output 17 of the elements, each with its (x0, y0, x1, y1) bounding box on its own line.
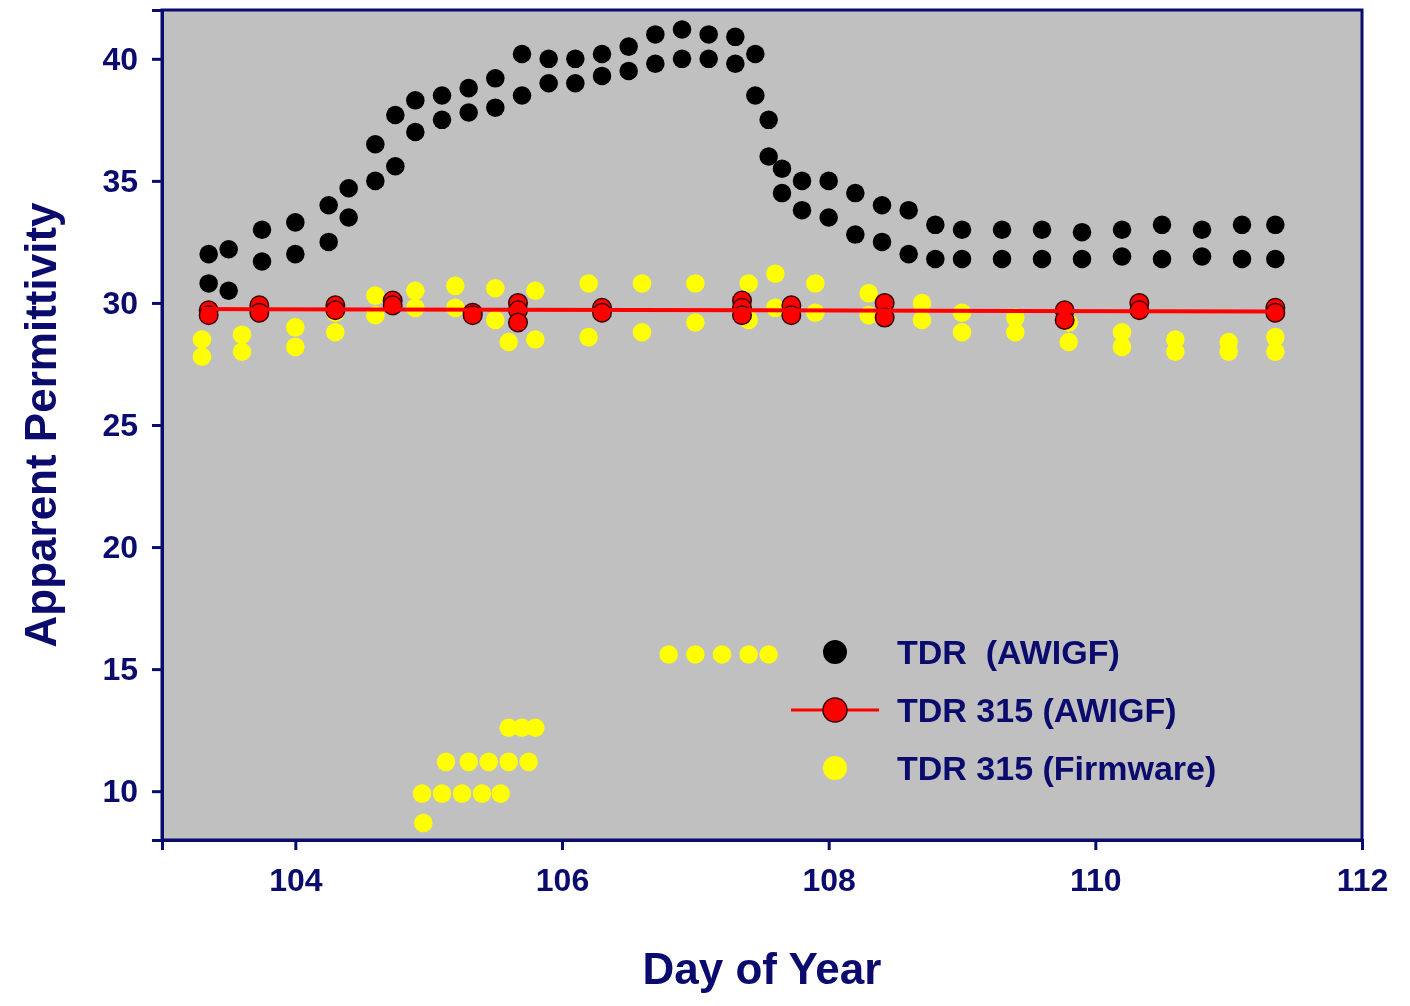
y-tick-label: 40 (102, 40, 138, 77)
y-tick-label: 35 (102, 162, 138, 199)
x-tick-label: 106 (535, 861, 590, 898)
y-tick-label: 10 (102, 772, 138, 809)
y-tick-label: 20 (102, 528, 138, 565)
y-axis-title: Apparent Permittivity (16, 201, 65, 648)
legend-label: TDR 315 (AWIGF) (897, 691, 1177, 729)
y-tick-label: 30 (102, 284, 138, 321)
legend-label: TDR 315 (Firmware) (897, 749, 1217, 787)
x-tick-label: 110 (1070, 861, 1122, 898)
x-tick-label: 112 (1336, 861, 1389, 898)
legend-label: TDR (AWIGF) (897, 633, 1120, 671)
y-tick-label: 25 (102, 406, 138, 443)
y-tick-label: 15 (102, 650, 138, 687)
x-tick-label: 104 (269, 861, 323, 898)
x-axis-title: Day of Year (642, 944, 882, 993)
x-tick-label: 108 (802, 861, 856, 898)
